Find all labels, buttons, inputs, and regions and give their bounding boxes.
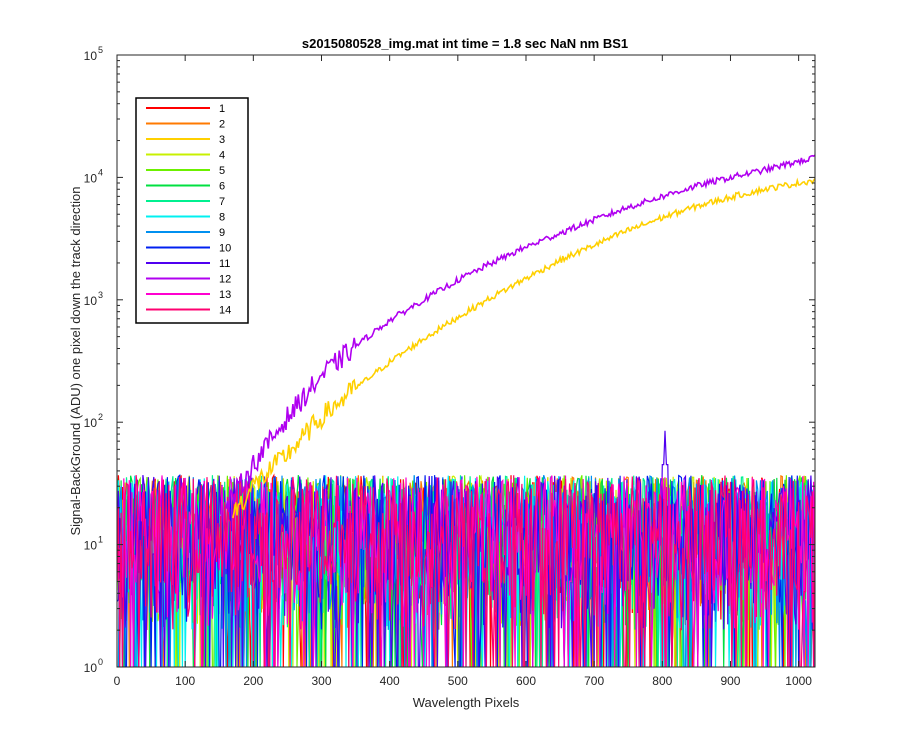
legend-label-8: 8 <box>219 212 225 224</box>
y-tick-label: 10 <box>84 171 98 185</box>
axes-box <box>116 54 816 668</box>
y-tick-exponent: 1 <box>98 535 103 545</box>
series-line-14 <box>117 475 815 667</box>
y-tick-label: 10 <box>84 416 98 430</box>
y-axis-label: Signal-BackGround (ADU) one pixel down t… <box>68 186 83 535</box>
legend-label-11: 11 <box>219 258 230 270</box>
y-tick-exponent: 2 <box>98 412 103 422</box>
x-axis-label: Wavelength Pixels <box>413 695 520 710</box>
y-tick-label: 10 <box>84 294 98 308</box>
legend-label-1: 1 <box>219 103 225 115</box>
legend-label-5: 5 <box>219 165 225 177</box>
legend-label-12: 12 <box>219 274 231 286</box>
x-tick-label: 100 <box>175 674 195 688</box>
x-tick-label: 400 <box>380 674 400 688</box>
y-tick-label: 10 <box>84 49 98 63</box>
legend-label-4: 4 <box>219 150 225 162</box>
series-line-13 <box>117 475 815 667</box>
legend-label-6: 6 <box>219 181 225 193</box>
y-tick-exponent: 4 <box>98 167 103 177</box>
x-tick-label: 1000 <box>785 674 812 688</box>
x-tick-label: 800 <box>652 674 672 688</box>
legend-label-7: 7 <box>219 196 225 208</box>
x-tick-label: 300 <box>311 674 331 688</box>
legend-box <box>135 97 249 324</box>
x-tick-label: 900 <box>720 674 740 688</box>
y-tick-exponent: 5 <box>98 45 103 55</box>
legend-label-9: 9 <box>219 227 225 239</box>
series-layer <box>117 154 815 667</box>
legend-label-2: 2 <box>219 119 225 131</box>
legend-label-13: 13 <box>219 289 231 301</box>
y-tick-exponent: 0 <box>98 657 103 667</box>
x-tick-label: 200 <box>243 674 263 688</box>
legend-label-10: 10 <box>219 243 231 255</box>
x-tick-label: 0 <box>114 674 121 688</box>
x-tick-label: 500 <box>448 674 468 688</box>
series-line-3 <box>232 177 815 519</box>
series-line-12 <box>225 154 815 513</box>
x-tick-label: 600 <box>516 674 536 688</box>
y-tick-exponent: 3 <box>98 290 103 300</box>
x-tick-label: 700 <box>584 674 604 688</box>
legend-label-14: 14 <box>219 305 231 317</box>
y-tick-label: 10 <box>84 661 98 675</box>
legend-label-3: 3 <box>219 134 225 146</box>
y-tick-label: 10 <box>84 539 98 553</box>
chart-title: s2015080528_img.mat int time = 1.8 sec N… <box>302 36 628 51</box>
